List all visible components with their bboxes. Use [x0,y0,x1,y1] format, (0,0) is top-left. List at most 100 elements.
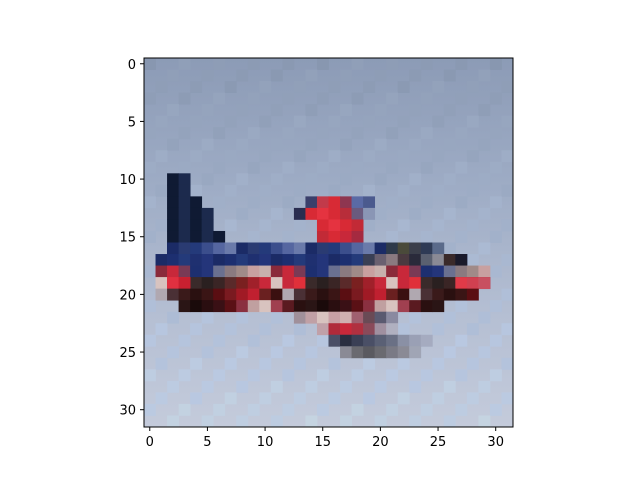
gear-pixel [386,335,398,347]
sky-pixel [444,139,456,151]
belly-pixel [386,312,398,324]
tail-pixel [179,173,191,185]
sky-pixel [432,116,444,128]
fuselage-pixel [375,243,387,255]
belly-pixel [202,289,214,301]
fuselage-pixel [375,254,387,266]
sky-pixel [282,231,294,243]
fuselage-pixel [432,254,444,266]
sky-pixel [282,335,294,347]
belly-pixel [432,289,444,301]
sky-pixel [386,196,398,208]
gear-pixel [375,346,387,358]
sky-pixel [213,58,225,70]
fuselage-pixel [421,254,433,266]
canopy-pixel [317,219,329,231]
fuselage-pixel [340,254,352,266]
belly-pixel [432,300,444,312]
sky-pixel [294,150,306,162]
stripe-pixel [329,266,341,278]
sky-pixel [501,358,513,370]
sky-pixel [467,392,479,404]
sky-pixel [363,150,375,162]
fuselage-pixel [444,254,456,266]
sky-pixel [432,323,444,335]
stripe-pixel [340,277,352,289]
y-tick-label: 30 [119,404,136,419]
sky-pixel [478,173,490,185]
sky-pixel [386,162,398,174]
sky-pixel [317,162,329,174]
stripe-pixel [236,277,248,289]
sky-pixel [305,139,317,151]
stripe-pixel [213,277,225,289]
fuselage-pixel [236,254,248,266]
gear-pixel [421,335,433,347]
sky-pixel [248,127,260,139]
belly-pixel [317,289,329,301]
canopy-pixel [363,196,375,208]
sky-pixel [271,208,283,220]
sky-pixel [501,81,513,93]
belly-pixel [352,289,364,301]
sky-pixel [490,196,502,208]
canopy-pixel [317,208,329,220]
sky-pixel [144,300,156,312]
belly-pixel [190,300,202,312]
sky-pixel [202,173,214,185]
sky-pixel [167,346,179,358]
tail-pixel [179,208,191,220]
tail-pixel [167,185,179,197]
fuselage-pixel [329,243,341,255]
sky-pixel [386,404,398,416]
sky-pixel [455,300,467,312]
stripe-pixel [375,277,387,289]
stripe-pixel [421,266,433,278]
sky-pixel [144,127,156,139]
sky-pixel [202,139,214,151]
sky-pixel [202,381,214,393]
sky-pixel [421,404,433,416]
belly-pixel [340,323,352,335]
canopy-pixel [317,231,329,243]
sky-pixel [490,266,502,278]
canopy-pixel [352,208,364,220]
sky-pixel [156,81,168,93]
sky-pixel [144,162,156,174]
sky-pixel [467,323,479,335]
belly-pixel [271,300,283,312]
sky-pixel [236,381,248,393]
sky-pixel [501,150,513,162]
sky-pixel [156,150,168,162]
sky-pixel [179,162,191,174]
fuselage-pixel [363,243,375,255]
sky-pixel [478,415,490,427]
sky-pixel [455,231,467,243]
stripe-pixel [444,266,456,278]
sky-pixel [398,323,410,335]
sky-pixel [386,369,398,381]
fuselage-pixel [409,254,421,266]
fuselage-pixel [352,243,364,255]
sky-pixel [478,139,490,151]
sky-pixel [202,415,214,427]
sky-pixel [202,346,214,358]
sky-pixel [225,358,237,370]
tail-pixel [167,231,179,243]
gear-pixel [352,335,364,347]
sky-pixel [156,323,168,335]
stripe-pixel [409,277,421,289]
belly-pixel [352,300,364,312]
stripe-pixel [202,277,214,289]
sky-pixel [421,231,433,243]
sky-pixel [409,415,421,427]
y-tick-label: 15 [119,231,136,246]
fuselage-pixel [271,243,283,255]
belly-pixel [409,300,421,312]
belly-pixel [213,289,225,301]
sky-pixel [467,254,479,266]
sky-pixel [225,219,237,231]
sky-pixel [271,415,283,427]
tail-pixel [179,185,191,197]
